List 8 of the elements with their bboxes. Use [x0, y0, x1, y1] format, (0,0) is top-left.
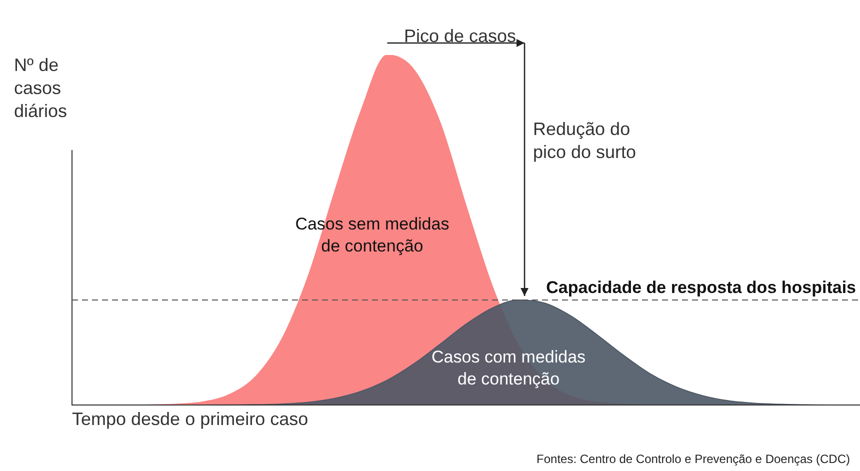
text: Pico de casos — [404, 25, 516, 48]
text: Fontes: Centro de Controlo e Prevenção e Doenças (CDC) — [536, 451, 850, 468]
y-axis-title: Nº de casos diários — [14, 54, 68, 123]
x-axis-title: Tempo desde o primeiro caso — [72, 408, 308, 431]
series-label: Casos sem medidas de contenção — [295, 214, 450, 256]
ref-line-label: Capacidade de resposta dos hospitais — [546, 278, 856, 298]
series-label: Casos com medidas de contenção — [432, 347, 586, 388]
annotation: Redução do pico do surto — [533, 118, 638, 164]
